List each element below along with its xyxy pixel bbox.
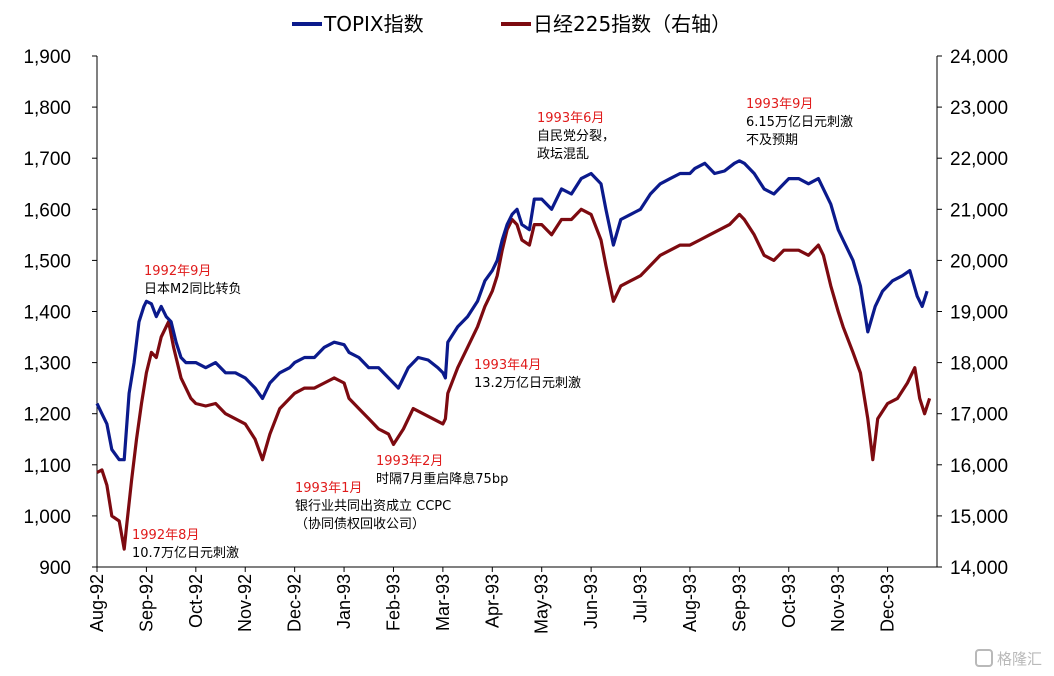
left-axis-ticks: 900 1,000 1,100 1,200 1,300 1,400 1,500 1,600 1,… bbox=[23, 47, 97, 579]
x-tick-label: Apr-93 bbox=[482, 574, 502, 628]
annotation-date: 1993年1月 bbox=[295, 481, 362, 496]
legend-topix-label: TOPIX指数 bbox=[323, 12, 424, 36]
x-tick-label: Dec-92 bbox=[285, 574, 305, 632]
left-tick-label: 1,000 bbox=[23, 507, 71, 528]
nikkei-series-line bbox=[96, 207, 932, 551]
annotation-date: 1993年6月 bbox=[537, 111, 604, 126]
x-tick-label: Oct-92 bbox=[186, 574, 206, 628]
annotation-text: 自民党分裂， bbox=[537, 129, 615, 144]
right-tick-label: 15,000 bbox=[950, 507, 1008, 528]
annotation-date: 1992年8月 bbox=[132, 528, 199, 543]
x-tick-label: Oct-93 bbox=[779, 574, 799, 628]
topix-series-line bbox=[95, 159, 929, 462]
right-tick-label: 18,000 bbox=[950, 354, 1008, 375]
annotation-text: 10.7万亿日元刺激 bbox=[132, 546, 239, 561]
watermark-text: 格隆汇 bbox=[997, 650, 1042, 668]
watermark: 格隆汇 bbox=[975, 649, 1042, 668]
left-tick-label: 1,100 bbox=[23, 456, 71, 477]
x-axis-ticks: Aug-92 Sep-92 Oct-92 Nov-92 Dec-92 Jan-93 Feb-… bbox=[87, 567, 898, 634]
annotation-text: 13.2万亿日元刺激 bbox=[474, 376, 581, 391]
left-tick-label: 1,800 bbox=[23, 98, 71, 119]
x-tick-label: Aug-93 bbox=[680, 574, 700, 632]
annotation: 1992年8月 10.7万亿日元刺激 bbox=[132, 528, 239, 561]
x-tick-label: May-93 bbox=[532, 574, 552, 634]
x-tick-label: Sep-92 bbox=[136, 574, 156, 632]
right-tick-label: 21,000 bbox=[950, 200, 1008, 221]
annotation-text: 6.15万亿日元刺激 bbox=[746, 115, 853, 130]
right-axis-ticks: 14,000 15,000 16,000 17,000 18,000 19,000 20,0… bbox=[937, 47, 1008, 579]
annotation-text: 银行业共同出资成立 CCPC bbox=[295, 499, 451, 514]
right-tick-label: 14,000 bbox=[950, 558, 1008, 579]
x-tick-label: Aug-92 bbox=[87, 574, 107, 632]
annotation-text: 日本M2同比转负 bbox=[144, 282, 242, 297]
x-tick-label: Jul-93 bbox=[631, 574, 651, 623]
annotation-date: 1993年9月 bbox=[746, 97, 813, 112]
right-tick-label: 20,000 bbox=[950, 251, 1008, 272]
annotation-date: 1992年9月 bbox=[144, 264, 211, 279]
annotation-date: 1993年4月 bbox=[474, 358, 541, 373]
series-layer bbox=[95, 159, 932, 551]
x-tick-label: Nov-92 bbox=[235, 574, 255, 632]
right-tick-label: 16,000 bbox=[950, 456, 1008, 477]
x-tick-label: Dec-93 bbox=[878, 574, 898, 632]
x-tick-label: Jan-93 bbox=[334, 574, 354, 629]
left-tick-label: 1,600 bbox=[23, 200, 71, 221]
left-tick-label: 1,900 bbox=[23, 47, 71, 68]
x-tick-label: Nov-93 bbox=[828, 574, 848, 632]
x-tick-label: Jun-93 bbox=[581, 574, 601, 629]
x-tick-label: Mar-93 bbox=[433, 574, 453, 631]
annotation-date: 1993年2月 bbox=[376, 454, 443, 469]
legend-nikkei-label: 日经225指数（右轴） bbox=[533, 12, 731, 36]
annotation-text: 不及预期 bbox=[746, 133, 798, 148]
x-tick-label: Sep-93 bbox=[729, 574, 749, 632]
right-tick-label: 17,000 bbox=[950, 405, 1008, 426]
annotation-text: 时隔7月重启降息75bp bbox=[376, 471, 508, 487]
left-tick-label: 1,400 bbox=[23, 303, 71, 324]
left-tick-label: 1,700 bbox=[23, 149, 71, 170]
plot-frame bbox=[96, 56, 938, 568]
annotation-text: （协同债权回收公司） bbox=[295, 516, 425, 532]
right-tick-label: 22,000 bbox=[950, 149, 1008, 170]
left-tick-label: 1,300 bbox=[23, 354, 71, 375]
watermark-logo-icon bbox=[975, 649, 993, 667]
annotation-text: 政坛混乱 bbox=[537, 147, 589, 162]
right-tick-label: 23,000 bbox=[950, 98, 1008, 119]
annotation: 1993年4月 13.2万亿日元刺激 bbox=[474, 358, 581, 391]
left-tick-label: 1,500 bbox=[23, 251, 71, 272]
x-tick-label: Feb-93 bbox=[383, 574, 403, 631]
left-tick-label: 900 bbox=[39, 558, 71, 579]
right-tick-label: 24,000 bbox=[950, 47, 1008, 68]
left-tick-label: 1,200 bbox=[23, 405, 71, 426]
right-tick-label: 19,000 bbox=[950, 303, 1008, 324]
legend: TOPIX指数 日经225指数（右轴） bbox=[292, 12, 731, 36]
